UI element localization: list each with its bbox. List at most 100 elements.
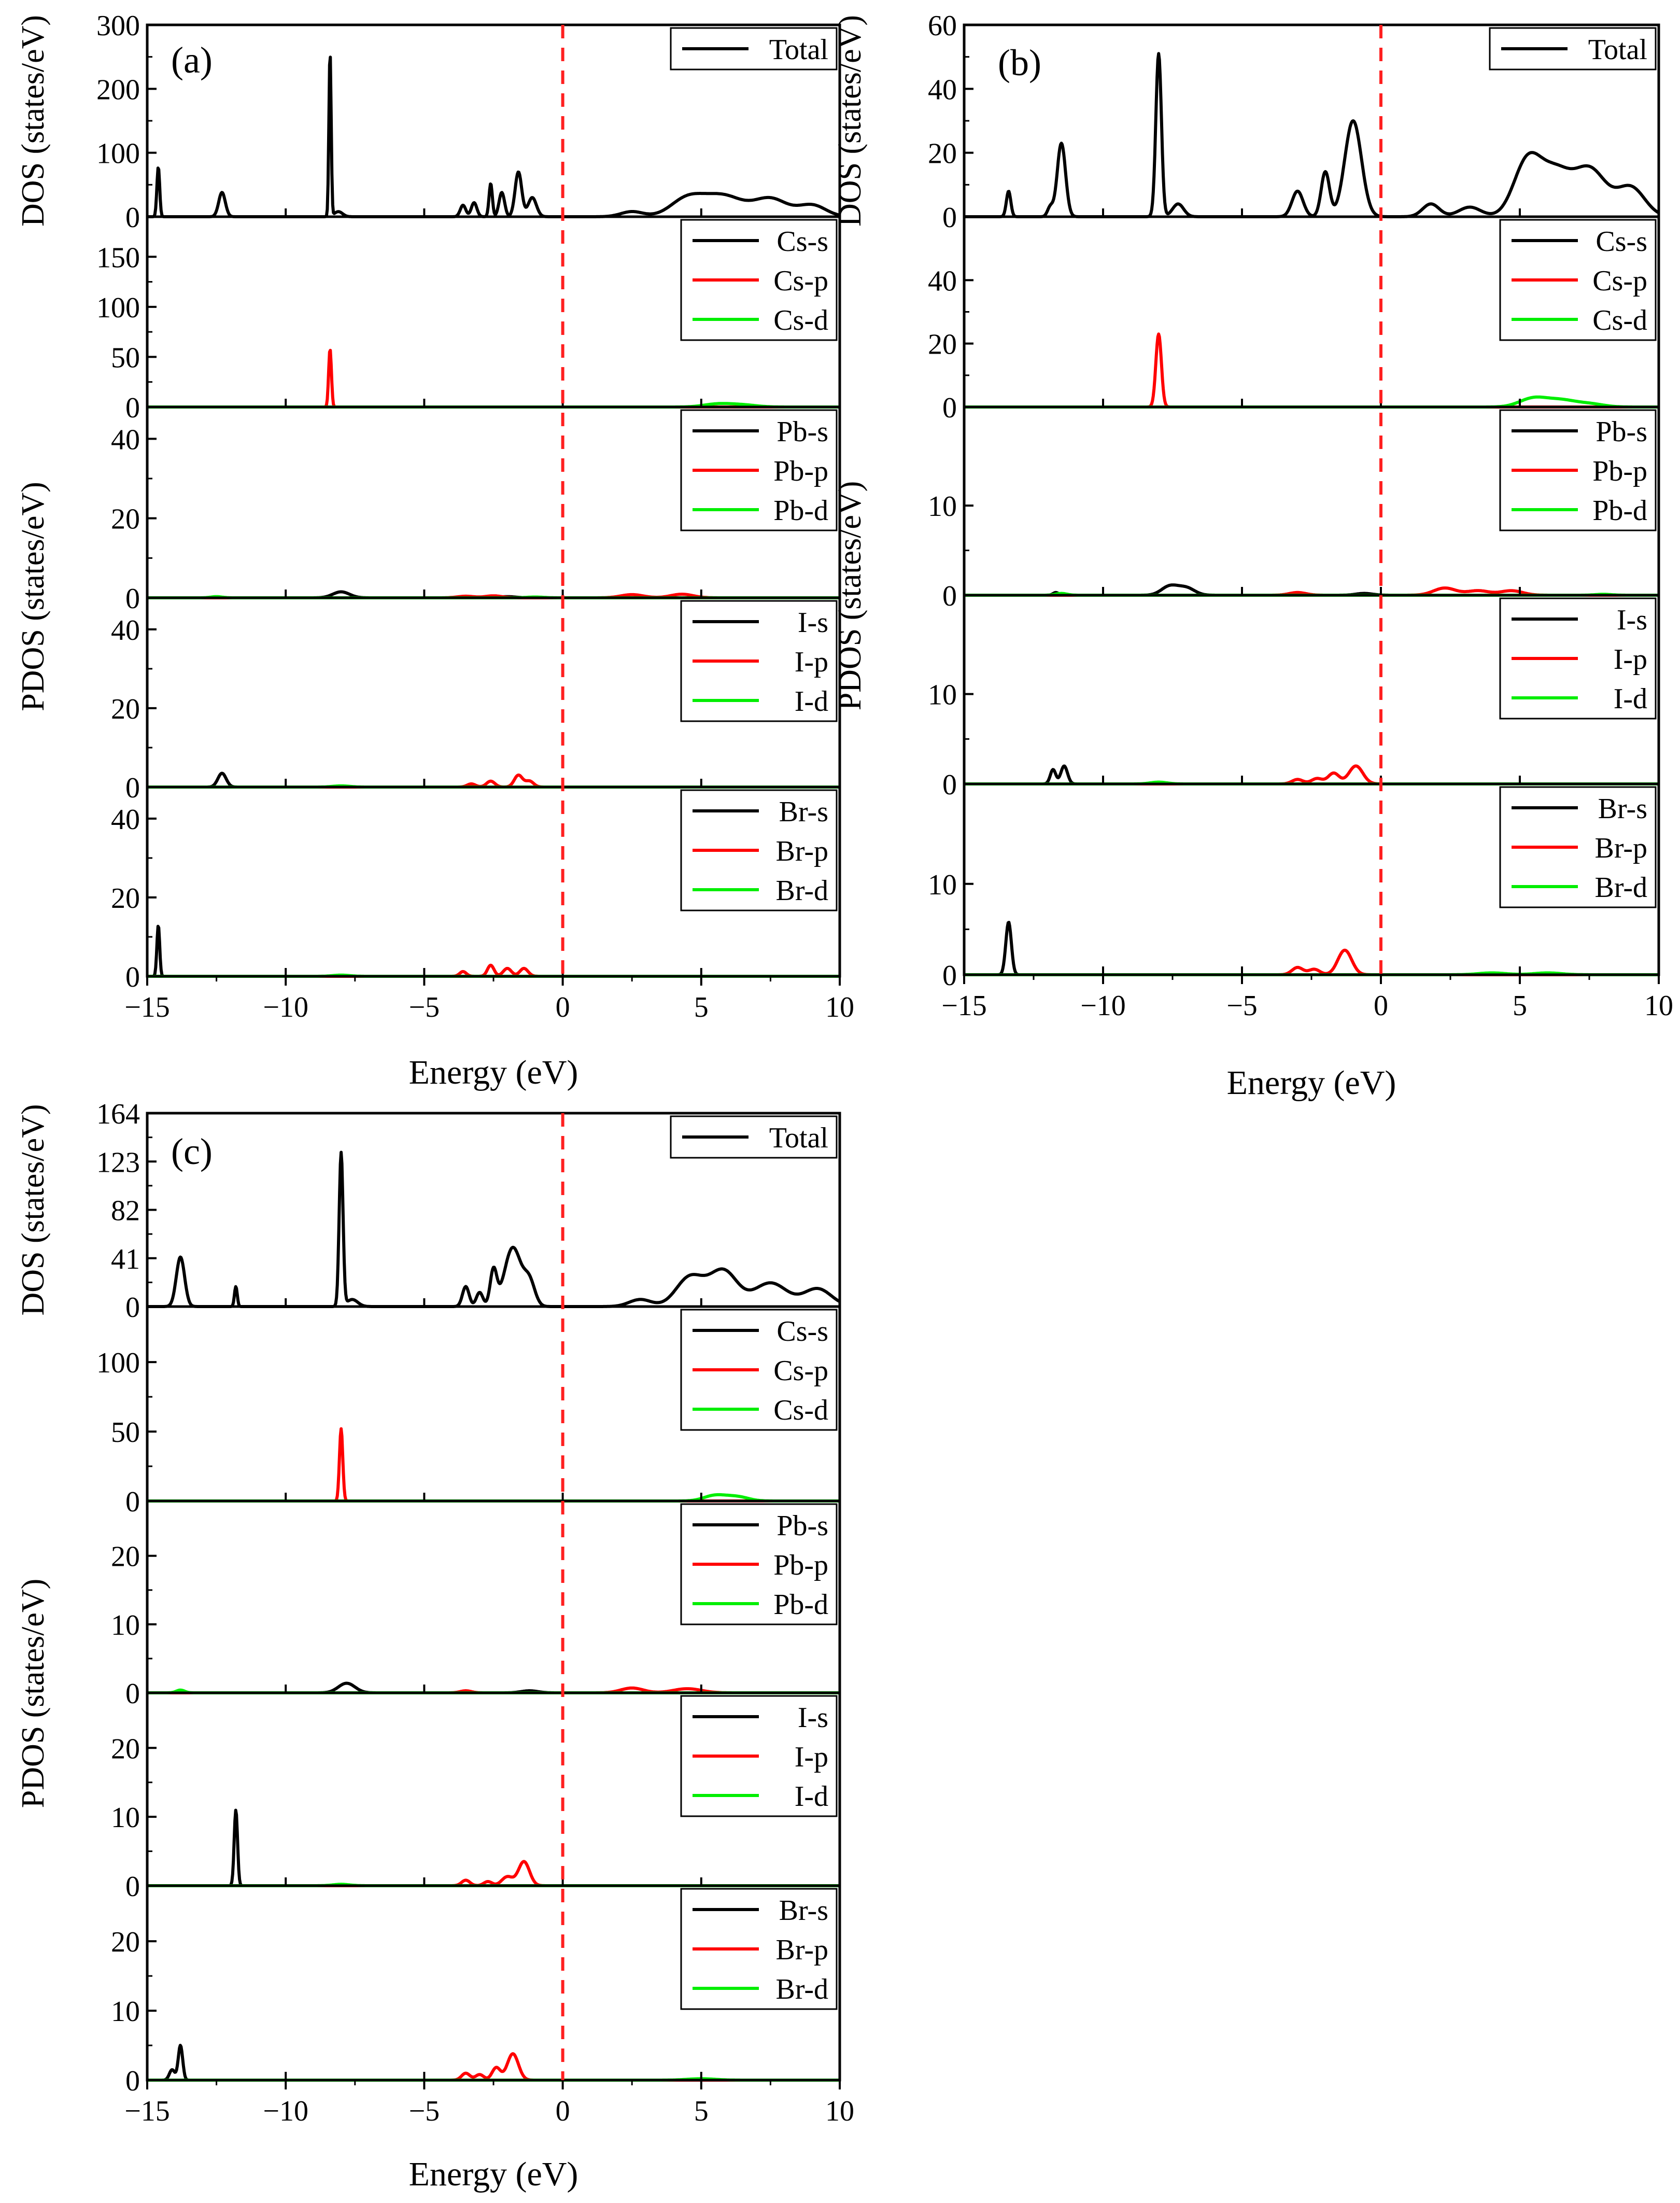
subplot-pb-s: 0 10 20 Pb-s Pb-p Pb-d bbox=[111, 1499, 841, 1710]
y-tick-label: 10 bbox=[928, 679, 957, 711]
legend-label: I-d bbox=[795, 1780, 828, 1813]
legend: I-s I-p I-d bbox=[680, 600, 838, 722]
series-line-cs-p bbox=[146, 1427, 841, 1503]
legend-label: I-s bbox=[1617, 604, 1647, 636]
x-axis-label: Energy (eV) bbox=[409, 2155, 578, 2193]
y-tick-label: 20 bbox=[928, 329, 957, 361]
legend: Total bbox=[670, 27, 838, 71]
y-tick-label: 10 bbox=[111, 1996, 140, 2028]
panel-a: 0100200300Total050100150Cs-sCs-pCs-d0204… bbox=[16, 10, 854, 1091]
y-tick-label: 0 bbox=[125, 772, 140, 804]
legend-box bbox=[670, 27, 838, 71]
y-tick-label: 0 bbox=[942, 769, 957, 801]
y-tick-label: 20 bbox=[111, 1926, 140, 1958]
legend-label: Br-d bbox=[1594, 872, 1647, 904]
x-tick-label: 0 bbox=[556, 2095, 570, 2127]
panel-label: (a) bbox=[171, 39, 213, 81]
legend-label: Pb-s bbox=[1596, 416, 1647, 448]
legend-label: Cs-p bbox=[773, 1355, 828, 1387]
y-tick-label: 10 bbox=[111, 1802, 140, 1834]
y-tick-label: 50 bbox=[111, 342, 140, 374]
x-axis-label: Energy (eV) bbox=[1227, 1064, 1396, 1102]
legend: Total bbox=[1489, 27, 1657, 71]
y-tick-label: 40 bbox=[111, 424, 140, 456]
y-tick-label: 300 bbox=[96, 10, 140, 42]
y-axis-label-dos: DOS (states/eV) bbox=[16, 1104, 51, 1315]
series-line-total bbox=[963, 52, 1660, 218]
legend-label: I-s bbox=[798, 1702, 828, 1734]
subplot-total: 0 20 40 60 Total bbox=[928, 10, 1660, 234]
legend-label: Pb-d bbox=[773, 495, 828, 527]
y-tick-label: 20 bbox=[111, 1541, 140, 1573]
y-tick-label: 0 bbox=[125, 1486, 140, 1518]
subplot-total: 0 41 82 123 164 Total bbox=[96, 1098, 841, 1324]
x-tick-label: 10 bbox=[1644, 990, 1673, 1022]
legend: I-s I-p I-d bbox=[680, 1695, 838, 1817]
subplot-i-s: 0 10 I-s I-p I-d bbox=[928, 594, 1660, 801]
x-tick-label: 10 bbox=[825, 991, 854, 1023]
panel-label: (b) bbox=[998, 42, 1041, 83]
legend-label: Br-s bbox=[779, 1895, 828, 1927]
x-tick-label: −10 bbox=[1080, 990, 1126, 1022]
legend: I-s I-p I-d bbox=[1499, 597, 1657, 720]
series-line-i-p bbox=[146, 1860, 841, 1887]
subplot-br-s: 0 10 20 Br-s Br-p Br-d bbox=[111, 1884, 841, 2097]
x-tick-label: −10 bbox=[263, 991, 308, 1023]
legend-label: Pb-p bbox=[1592, 455, 1647, 487]
legend: Cs-s Cs-p Cs-d bbox=[1499, 219, 1657, 341]
legend-label: Pb-p bbox=[773, 455, 828, 487]
x-tick-label: −15 bbox=[124, 991, 170, 1023]
x-tick-label: 5 bbox=[1513, 990, 1527, 1022]
legend-label: I-p bbox=[795, 1741, 828, 1773]
y-tick-label: 20 bbox=[111, 882, 140, 915]
legend-label: Pb-d bbox=[1592, 495, 1647, 527]
legend-label: Cs-d bbox=[1592, 304, 1647, 336]
y-tick-label: 20 bbox=[111, 503, 140, 536]
y-tick-label: 82 bbox=[111, 1195, 140, 1227]
y-tick-label: 100 bbox=[96, 138, 140, 170]
subplot-pb-s: 0 10 Pb-s Pb-p Pb-d bbox=[928, 405, 1660, 612]
legend-label: Pb-s bbox=[777, 416, 828, 448]
series-line-br-s bbox=[963, 921, 1660, 976]
legend-label: Total bbox=[1588, 34, 1647, 66]
y-tick-label: 200 bbox=[96, 74, 140, 106]
series-line-cs-p bbox=[146, 348, 841, 409]
x-tick-label: 5 bbox=[694, 991, 709, 1023]
x-tick-label: −5 bbox=[409, 2095, 440, 2127]
y-tick-label: 0 bbox=[942, 960, 957, 992]
legend-label: Cs-p bbox=[773, 265, 828, 297]
y-tick-label: 0 bbox=[942, 580, 957, 612]
series-line-total bbox=[146, 55, 841, 218]
y-tick-label: 0 bbox=[942, 392, 957, 424]
y-axis-label-pdos: PDOS (states/eV) bbox=[16, 482, 51, 711]
y-axis-label-pdos: PDOS (states/eV) bbox=[16, 1579, 51, 1808]
subplot-br-s: 0 10 Br-s Br-p Br-d bbox=[928, 782, 1660, 992]
panel-b: 0 20 40 60 Total 0 20 40 Cs-s Cs-p Cs-d 0 10 Pb-s Pb-p… bbox=[832, 10, 1673, 1102]
y-tick-label: 0 bbox=[125, 1292, 140, 1324]
legend-label: Cs-s bbox=[1596, 226, 1647, 258]
subplot-cs-s: 0 20 40 Cs-s Cs-p Cs-d bbox=[928, 215, 1660, 424]
y-tick-label: 10 bbox=[928, 869, 957, 901]
y-tick-label: 123 bbox=[96, 1146, 140, 1178]
x-tick-label: 5 bbox=[694, 2095, 709, 2127]
y-tick-label: 0 bbox=[125, 1678, 140, 1710]
y-tick-label: 20 bbox=[111, 693, 140, 725]
y-tick-label: 20 bbox=[111, 1733, 140, 1765]
legend: Cs-s Cs-p Cs-d bbox=[680, 1309, 838, 1431]
y-tick-label: 150 bbox=[96, 242, 140, 274]
legend-label: I-p bbox=[795, 646, 828, 678]
subplot-br-s: 0 20 40 Br-s Br-p Br-d bbox=[111, 785, 841, 993]
legend: Pb-s Pb-p Pb-d bbox=[680, 409, 838, 531]
y-tick-label: 0 bbox=[942, 202, 957, 234]
subplot-pb-s: 0 20 40 Pb-s Pb-p Pb-d bbox=[111, 405, 841, 615]
y-axis-label-dos: DOS (states/eV) bbox=[16, 15, 51, 227]
legend-label: Total bbox=[769, 34, 828, 66]
legend-label: Pb-s bbox=[777, 1510, 828, 1542]
legend-label: I-d bbox=[1614, 683, 1647, 715]
legend: Pb-s Pb-p Pb-d bbox=[1499, 409, 1657, 531]
legend: Br-s Br-p Br-d bbox=[680, 1888, 838, 2010]
y-tick-label: 10 bbox=[928, 490, 957, 523]
legend-label: Cs-s bbox=[777, 226, 828, 258]
